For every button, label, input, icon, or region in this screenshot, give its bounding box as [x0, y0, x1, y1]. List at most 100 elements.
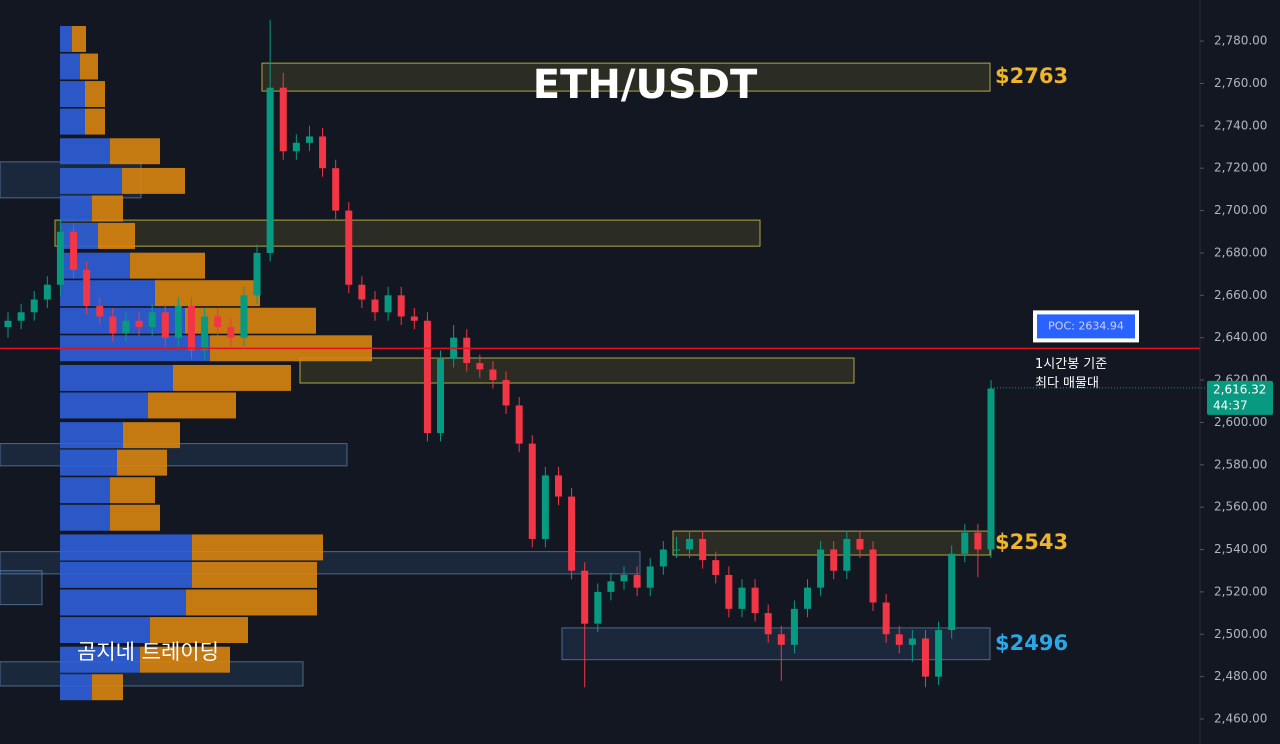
y-tick-label: 2,540.00 — [1214, 542, 1267, 556]
candle-body — [908, 638, 916, 645]
candle-body — [56, 231, 64, 285]
volume-sell — [72, 26, 86, 52]
candle-body — [987, 388, 995, 550]
zone — [54, 219, 761, 247]
chart-title: ETH/USDT — [533, 62, 758, 108]
candle-body — [777, 634, 785, 645]
volume-sell — [148, 392, 236, 419]
volume-buy — [60, 138, 110, 165]
candle-body — [319, 136, 327, 169]
candle-body — [240, 295, 248, 338]
candle-body — [974, 532, 982, 550]
candle-body — [594, 591, 602, 624]
volume-sell — [122, 167, 185, 194]
candle-body — [489, 369, 497, 381]
candle-body — [790, 608, 798, 645]
volume-buy — [60, 280, 155, 307]
volume-sell — [192, 561, 317, 588]
candle-body — [633, 574, 641, 588]
candle-body — [502, 380, 510, 406]
zone — [0, 570, 43, 606]
candle-body — [830, 549, 838, 571]
volume-buy — [60, 108, 85, 135]
candle-body — [345, 210, 353, 285]
candle-body — [30, 299, 38, 313]
volume-buy — [60, 589, 186, 616]
y-tick-label: 2,760.00 — [1214, 76, 1267, 90]
volume-buy — [60, 646, 140, 673]
poc-label: POC: 2634.94 — [1048, 319, 1124, 332]
candle-body — [672, 549, 680, 551]
candle-body — [305, 136, 313, 143]
candle-body — [423, 320, 431, 434]
candle-body — [646, 566, 654, 588]
candle-body — [581, 570, 589, 624]
volume-sell — [80, 53, 98, 80]
candle-body — [961, 532, 969, 554]
candle-body — [227, 327, 235, 338]
candle-body — [607, 581, 615, 592]
candle-body — [4, 320, 12, 328]
candle-body — [541, 475, 549, 539]
volume-sell — [117, 449, 167, 476]
candle-body — [266, 87, 274, 253]
volume-sell — [92, 195, 123, 222]
y-tick-label: 2,780.00 — [1214, 34, 1267, 48]
candle-body — [686, 538, 694, 550]
volume-buy — [60, 477, 110, 504]
candle-body — [161, 312, 169, 338]
volume-buy — [60, 561, 192, 588]
candle-body — [764, 613, 772, 635]
candle-body — [568, 496, 576, 571]
zone-label: $2496 — [995, 631, 1068, 655]
candle-body — [17, 312, 25, 321]
volume-buy — [60, 223, 98, 249]
price-axis: 2,460.00 2,480.00 2,500.00 2,520.00 2,540.00… — [1200, 34, 1267, 726]
y-tick-label: 2,660.00 — [1214, 288, 1267, 302]
candle-body — [253, 252, 261, 296]
candle-body — [712, 560, 720, 575]
volume-buy — [60, 674, 92, 701]
candle-body — [476, 363, 484, 370]
volume-sell — [85, 81, 105, 108]
candle-body — [174, 305, 182, 338]
volume-sell — [173, 364, 291, 391]
watermark: 곰지네 트레이딩 — [77, 640, 219, 664]
y-tick-label: 2,560.00 — [1214, 500, 1267, 514]
volume-buy — [60, 504, 110, 531]
y-tick-label: 2,640.00 — [1214, 330, 1267, 344]
candle-body — [70, 231, 78, 270]
candle-body — [804, 587, 812, 609]
y-tick-label: 2,500.00 — [1214, 627, 1267, 641]
candle-body — [214, 316, 222, 328]
candle-body — [699, 538, 707, 561]
last-price-box — [1207, 380, 1273, 415]
volume-sell — [186, 589, 317, 616]
candle-body — [437, 358, 445, 434]
volume-buy — [60, 364, 173, 391]
candle-body — [397, 295, 405, 317]
volume-sell — [85, 108, 105, 135]
volume-buy — [60, 392, 148, 419]
volume-sell — [110, 477, 155, 504]
candle-body — [843, 538, 851, 571]
zone — [299, 357, 855, 384]
candle-body — [148, 312, 156, 328]
candle-body — [725, 574, 733, 609]
candle-body — [109, 316, 117, 334]
poc-note: 최다 매물대 — [1035, 376, 1099, 391]
volume-buy — [60, 195, 92, 222]
candle-body — [384, 295, 392, 313]
y-tick-label: 2,460.00 — [1214, 712, 1267, 726]
volume-buy — [60, 449, 117, 476]
countdown: 44:37 — [1213, 398, 1248, 412]
zone-label: $2763 — [995, 64, 1068, 88]
candle-body — [279, 87, 287, 152]
candle-body — [96, 305, 104, 317]
volume-buy — [60, 534, 192, 561]
y-tick-label: 2,680.00 — [1214, 245, 1267, 259]
volume-sell — [92, 674, 123, 701]
candle-body — [332, 168, 340, 211]
